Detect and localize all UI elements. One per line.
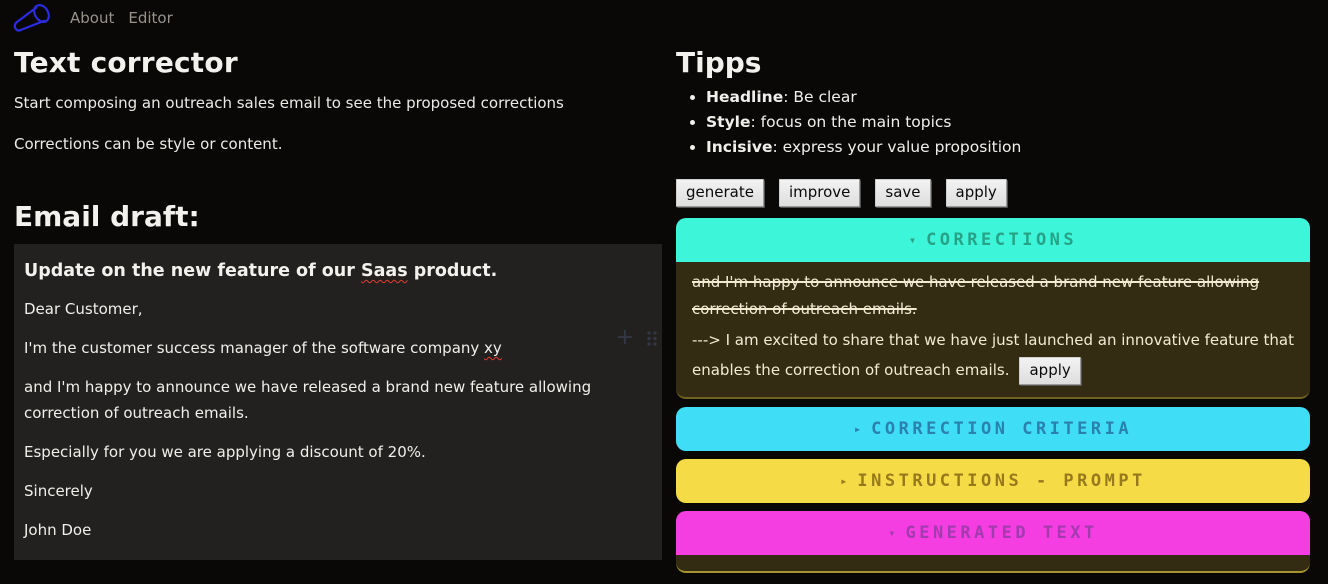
assistant-panel: Tipps Headline: Be clear Style: focus on…	[676, 32, 1310, 573]
tip-text: : Be clear	[783, 88, 857, 106]
tip-item: Style: focus on the main topics	[706, 114, 1310, 131]
email-draft-heading: Email draft:	[14, 200, 200, 233]
nav-link-about[interactable]: About	[70, 8, 115, 27]
correction-criteria-section-label: CORRECTION CRITERIA	[871, 419, 1133, 439]
instructions-prompt-section-header[interactable]: ▸ INSTRUCTIONS - PROMPT	[676, 459, 1310, 503]
tip-item: Incisive: express your value proposition	[706, 139, 1310, 156]
tip-term: Incisive	[706, 138, 773, 156]
tips-title: Tipps	[676, 46, 762, 79]
tip-term: Headline	[706, 88, 784, 106]
corrections-section: ▾ CORRECTIONS and I'm happy to announce …	[676, 218, 1310, 399]
apply-button[interactable]: apply	[945, 179, 1007, 207]
correction-criteria-section-header[interactable]: ▸ CORRECTION CRITERIA	[676, 407, 1310, 451]
chevron-down-icon: ▾	[888, 526, 896, 540]
improve-button[interactable]: improve	[778, 179, 861, 207]
generated-text-section: ▾ GENERATED TEXT	[676, 511, 1310, 573]
tips-list: Headline: Be clear Style: focus on the m…	[676, 89, 1310, 156]
generated-text-content	[676, 555, 1310, 573]
correction-apply-button[interactable]: apply	[1019, 357, 1081, 385]
collapsible-sections: ▾ CORRECTIONS and I'm happy to announce …	[676, 218, 1310, 573]
corrections-content: and I'm happy to announce we have releas…	[676, 262, 1310, 399]
subject-text-after: product.	[407, 261, 498, 281]
toolbar: generate improve save apply	[676, 179, 1310, 207]
subject-misspelled-word: Saas	[361, 261, 408, 281]
email-body-paragraph-2: Especially for you we are applying a dis…	[24, 443, 426, 461]
corrections-section-header[interactable]: ▾ CORRECTIONS	[676, 218, 1310, 262]
intro-line-2: Corrections can be style or content.	[14, 135, 283, 153]
tip-term: Style	[706, 113, 751, 131]
intro-misspelled-word: xy	[484, 339, 502, 357]
email-greeting: Dear Customer,	[24, 300, 143, 318]
tip-item: Headline: Be clear	[706, 89, 1310, 106]
correction-original-text: and I'm happy to announce we have releas…	[692, 273, 1260, 318]
drag-handle-icon[interactable]	[646, 330, 658, 347]
instructions-prompt-section-label: INSTRUCTIONS - PROMPT	[857, 471, 1146, 491]
composer-panel: Text corrector Start composing an outrea…	[14, 32, 662, 573]
chevron-right-icon: ▸	[840, 474, 848, 488]
corrections-section-label: CORRECTIONS	[926, 230, 1078, 250]
save-button[interactable]: save	[875, 179, 931, 207]
generate-button[interactable]: generate	[676, 179, 764, 207]
email-subject-line: Update on the new feature of our Saas pr…	[24, 259, 652, 283]
top-nav: About Editor	[0, 0, 1328, 32]
email-draft-editor[interactable]: Update on the new feature of our Saas pr…	[14, 244, 662, 560]
intro-text-before: I'm the customer success manager of the …	[24, 339, 485, 357]
email-intro-line: I'm the customer success manager of the …	[24, 335, 652, 361]
tip-text: : express your value proposition	[772, 138, 1022, 156]
tip-text: : focus on the main topics	[750, 113, 952, 131]
chevron-right-icon: ▸	[853, 422, 862, 436]
email-signature: John Doe	[24, 521, 92, 539]
generated-text-section-header[interactable]: ▾ GENERATED TEXT	[676, 511, 1310, 555]
subject-text-before: Update on the new feature of our	[24, 261, 361, 281]
email-body-paragraph-1: and I'm happy to announce we have releas…	[24, 378, 592, 422]
block-inserter-plus-icon[interactable]: +	[615, 325, 634, 350]
correction-replacement-text: ---> I am excited to share that we have …	[692, 331, 1294, 379]
intro-line-1: Start composing an outreach sales email …	[14, 94, 564, 112]
main-content: Text corrector Start composing an outrea…	[0, 32, 1328, 573]
chevron-down-icon: ▾	[908, 233, 917, 247]
editor-floating-tools: +	[615, 325, 658, 350]
email-closing: Sincerely	[24, 482, 93, 500]
page-title: Text corrector	[14, 46, 238, 79]
generated-text-section-label: GENERATED TEXT	[905, 523, 1098, 543]
nav-link-editor[interactable]: Editor	[128, 8, 173, 27]
megaphone-logo-icon[interactable]	[8, 3, 58, 33]
